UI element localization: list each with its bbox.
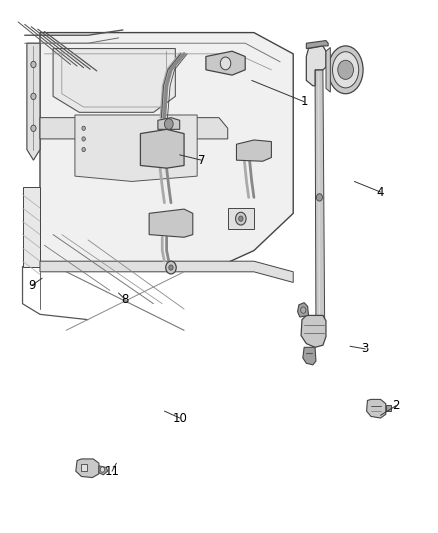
Polygon shape [228,208,254,229]
Polygon shape [27,43,40,160]
Circle shape [82,148,85,152]
Text: 11: 11 [105,465,120,478]
Circle shape [31,125,36,132]
Polygon shape [158,118,180,130]
Circle shape [169,265,173,270]
Polygon shape [301,316,326,348]
Text: 10: 10 [172,411,187,424]
Circle shape [82,137,85,141]
Circle shape [239,216,243,221]
Text: 3: 3 [362,342,369,356]
Polygon shape [367,399,386,418]
Polygon shape [386,405,392,411]
Polygon shape [237,140,272,161]
Polygon shape [75,115,197,181]
Circle shape [82,126,85,131]
Polygon shape [306,46,326,86]
Circle shape [316,193,322,201]
Circle shape [164,119,173,130]
Polygon shape [306,41,328,49]
Polygon shape [206,51,245,75]
Ellipse shape [328,46,363,94]
Polygon shape [40,33,293,266]
Text: 4: 4 [377,185,384,199]
Circle shape [100,467,105,472]
Polygon shape [99,466,108,475]
Circle shape [300,307,306,313]
Polygon shape [22,187,40,266]
Text: 2: 2 [392,399,399,413]
Circle shape [31,93,36,100]
Polygon shape [40,118,228,139]
Polygon shape [297,303,308,317]
Circle shape [220,57,231,70]
Text: 1: 1 [300,95,308,108]
Polygon shape [81,464,87,471]
Polygon shape [53,49,175,112]
Polygon shape [149,209,193,237]
Polygon shape [40,261,293,282]
Circle shape [31,61,36,68]
Circle shape [236,212,246,225]
Polygon shape [315,70,325,325]
Polygon shape [303,348,316,365]
Circle shape [166,261,176,274]
Polygon shape [141,130,184,168]
Ellipse shape [332,52,359,88]
Text: 8: 8 [121,293,129,306]
Text: 9: 9 [28,279,36,292]
Polygon shape [76,459,99,478]
Circle shape [338,60,353,79]
Polygon shape [326,47,330,92]
Text: 7: 7 [198,154,205,167]
